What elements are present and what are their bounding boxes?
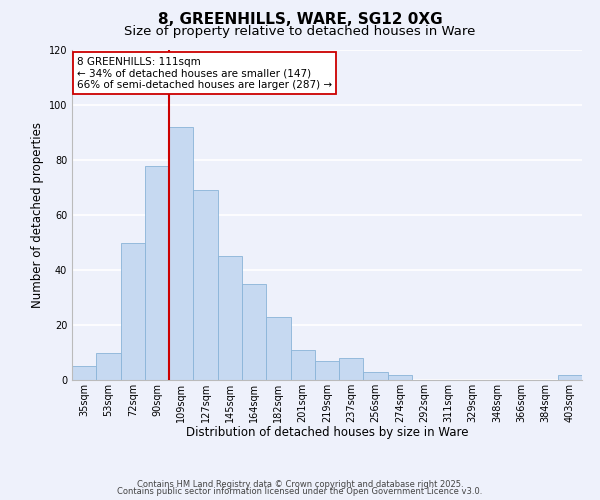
Bar bbox=[558, 374, 582, 380]
Bar bbox=[242, 284, 266, 380]
Bar bbox=[72, 366, 96, 380]
Bar bbox=[96, 352, 121, 380]
Bar bbox=[290, 350, 315, 380]
Bar bbox=[388, 374, 412, 380]
Bar bbox=[169, 127, 193, 380]
Bar bbox=[193, 190, 218, 380]
Bar bbox=[145, 166, 169, 380]
Y-axis label: Number of detached properties: Number of detached properties bbox=[31, 122, 44, 308]
Text: 8 GREENHILLS: 111sqm
← 34% of detached houses are smaller (147)
66% of semi-deta: 8 GREENHILLS: 111sqm ← 34% of detached h… bbox=[77, 56, 332, 90]
Bar bbox=[266, 317, 290, 380]
Text: Size of property relative to detached houses in Ware: Size of property relative to detached ho… bbox=[124, 25, 476, 38]
Bar bbox=[315, 361, 339, 380]
Bar bbox=[339, 358, 364, 380]
Bar bbox=[121, 242, 145, 380]
Text: 8, GREENHILLS, WARE, SG12 0XG: 8, GREENHILLS, WARE, SG12 0XG bbox=[158, 12, 442, 28]
X-axis label: Distribution of detached houses by size in Ware: Distribution of detached houses by size … bbox=[186, 426, 468, 440]
Text: Contains public sector information licensed under the Open Government Licence v3: Contains public sector information licen… bbox=[118, 487, 482, 496]
Bar bbox=[218, 256, 242, 380]
Text: Contains HM Land Registry data © Crown copyright and database right 2025.: Contains HM Land Registry data © Crown c… bbox=[137, 480, 463, 489]
Bar bbox=[364, 372, 388, 380]
